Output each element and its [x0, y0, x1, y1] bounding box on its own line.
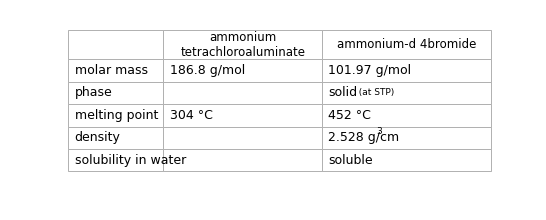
Bar	[163, 59, 322, 82]
Bar	[163, 82, 322, 104]
Bar	[322, 82, 491, 104]
Text: 2.528 g/cm: 2.528 g/cm	[329, 131, 400, 144]
Bar	[163, 30, 322, 59]
Bar	[322, 149, 491, 171]
Text: 3: 3	[376, 127, 382, 136]
Text: solid: solid	[329, 86, 358, 99]
Bar	[68, 126, 163, 149]
Text: solubility in water: solubility in water	[75, 154, 186, 167]
Bar	[68, 59, 163, 82]
Bar	[163, 104, 322, 126]
Text: melting point: melting point	[75, 109, 158, 122]
Text: 452 °C: 452 °C	[329, 109, 371, 122]
Bar	[322, 126, 491, 149]
Text: 101.97 g/mol: 101.97 g/mol	[329, 64, 412, 77]
Text: phase: phase	[75, 86, 112, 99]
Bar	[68, 82, 163, 104]
Bar	[68, 149, 163, 171]
Bar	[322, 30, 491, 59]
Bar	[163, 149, 322, 171]
Text: (at STP): (at STP)	[353, 88, 394, 97]
Bar	[68, 104, 163, 126]
Bar	[68, 30, 163, 59]
Text: molar mass: molar mass	[75, 64, 147, 77]
Text: soluble: soluble	[329, 154, 373, 167]
Bar	[322, 104, 491, 126]
Text: 304 °C: 304 °C	[170, 109, 213, 122]
Text: ammonium
tetrachloroaluminate: ammonium tetrachloroaluminate	[180, 31, 305, 59]
Text: ammonium-d 4bromide: ammonium-d 4bromide	[337, 38, 477, 51]
Text: density: density	[75, 131, 121, 144]
Bar	[163, 126, 322, 149]
Text: 186.8 g/mol: 186.8 g/mol	[170, 64, 245, 77]
Bar	[322, 59, 491, 82]
